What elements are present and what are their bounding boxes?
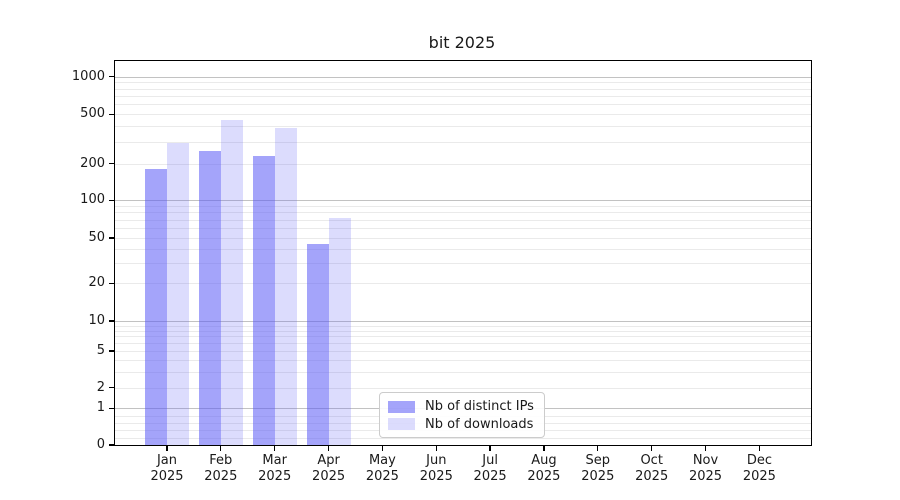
x-tick-mark xyxy=(274,446,276,451)
bar-nb-of-distinct-ips-feb xyxy=(198,150,221,445)
x-tick-mark xyxy=(758,446,760,451)
y-tick-mark xyxy=(109,407,114,409)
x-tick-label-may: May 2025 xyxy=(365,453,399,484)
y-tick-mark xyxy=(109,282,114,284)
x-tick-label-sep: Sep 2025 xyxy=(581,453,615,484)
plot-area: 0 1 2 5 10 20 50 100 200 500 1000 Jan 2025 Feb 2025 Ma… xyxy=(72,60,812,484)
gridline-minor xyxy=(115,141,811,143)
y-tick-label: 50 xyxy=(88,230,105,245)
chart-title: bit 2025 xyxy=(428,33,496,52)
bar-nb-of-distinct-ips-apr xyxy=(306,244,329,445)
gridline-minor xyxy=(115,325,811,327)
legend-swatch-icon xyxy=(388,400,415,413)
gridline-minor xyxy=(115,104,811,106)
y-tick-mark xyxy=(109,199,114,201)
x-tick-label-jun: Jun 2025 xyxy=(419,453,453,484)
bar-nb-of-distinct-ips-jan xyxy=(145,169,167,445)
y-tick-label: 500 xyxy=(80,106,105,122)
bar-nb-of-distinct-ips-mar xyxy=(252,156,275,445)
y-tick-mark xyxy=(109,76,114,78)
x-tick-label-jan: Jan 2025 xyxy=(150,453,184,484)
bar-nb-of-downloads-apr xyxy=(328,218,351,445)
y-tick-mark xyxy=(109,163,114,165)
gridline-minor xyxy=(115,351,811,352)
x-tick-label-oct: Oct 2025 xyxy=(635,453,669,484)
gridline-major xyxy=(115,200,811,202)
bar-nb-of-downloads-mar xyxy=(274,127,297,445)
y-tick-mark xyxy=(109,237,114,239)
y-tick-label: 0 xyxy=(96,437,105,452)
gridline-minor xyxy=(115,336,811,338)
y-tick-mark xyxy=(109,444,114,446)
gridline-minor xyxy=(115,88,811,90)
gridline-minor xyxy=(115,114,811,116)
y-tick-mark xyxy=(109,387,114,389)
x-tick-mark xyxy=(166,446,168,451)
y-tick-label: 10 xyxy=(88,313,105,328)
gridline-minor xyxy=(115,330,811,332)
x-tick-label-dec: Dec 2025 xyxy=(742,453,776,484)
y-tick-label: 20 xyxy=(88,275,105,291)
gridline-minor xyxy=(115,371,811,373)
y-tick-label: 1000 xyxy=(71,68,105,84)
y-tick-mark xyxy=(109,350,114,352)
y-tick-mark xyxy=(109,320,114,322)
x-tick-mark xyxy=(327,446,330,451)
legend: Nb of distinct IPs Nb of downloads xyxy=(379,392,545,438)
x-tick-mark xyxy=(435,446,437,451)
gridline-minor xyxy=(115,359,811,361)
gridline-major xyxy=(115,76,811,78)
y-tick-mark xyxy=(109,113,114,115)
gridline-minor xyxy=(115,263,811,265)
legend-label: Nb of downloads xyxy=(425,416,534,432)
y-tick-label: 200 xyxy=(80,155,105,171)
x-tick-mark xyxy=(651,446,653,451)
gridline-minor xyxy=(115,96,811,97)
legend-swatch-icon xyxy=(388,418,415,431)
x-tick-label-jul: Jul 2025 xyxy=(473,453,507,484)
y-tick-label: 100 xyxy=(80,192,105,208)
x-tick-label-mar: Mar 2025 xyxy=(258,453,292,484)
x-tick-mark xyxy=(489,446,491,451)
x-tick-mark xyxy=(220,446,222,451)
x-tick-mark xyxy=(704,446,707,451)
legend-item-0: Nb of distinct IPs xyxy=(388,398,536,416)
gridline-minor xyxy=(115,206,811,207)
gridline-minor xyxy=(115,249,811,250)
x-tick-label-feb: Feb 2025 xyxy=(204,453,238,484)
gridline-minor xyxy=(115,387,811,389)
gridline-minor xyxy=(115,238,811,239)
gridline-minor xyxy=(115,283,811,285)
gridline-minor xyxy=(115,437,811,439)
x-tick-label-apr: Apr 2025 xyxy=(312,453,346,484)
legend-label: Nb of distinct IPs xyxy=(425,399,534,415)
x-tick-label-aug: Aug 2025 xyxy=(527,453,561,484)
gridline-minor xyxy=(115,163,811,165)
x-tick-label-nov: Nov 2025 xyxy=(688,453,723,484)
bar-nb-of-downloads-jan xyxy=(167,142,189,445)
x-tick-mark xyxy=(543,446,545,451)
y-tick-label: 1 xyxy=(96,400,105,416)
gridline-minor xyxy=(115,343,811,345)
gridline-minor xyxy=(115,126,811,128)
bar-nb-of-downloads-feb xyxy=(220,120,243,445)
gridline-major xyxy=(115,321,811,322)
x-tick-mark xyxy=(597,446,599,451)
x-tick-mark xyxy=(381,446,384,451)
legend-item-1: Nb of downloads xyxy=(388,416,536,434)
y-tick-label: 2 xyxy=(96,379,105,395)
y-tick-label: 5 xyxy=(96,343,105,358)
gridline-minor xyxy=(115,212,811,214)
gridline-minor xyxy=(115,219,811,221)
gridline-minor xyxy=(115,228,811,230)
gridline-minor xyxy=(115,82,811,84)
